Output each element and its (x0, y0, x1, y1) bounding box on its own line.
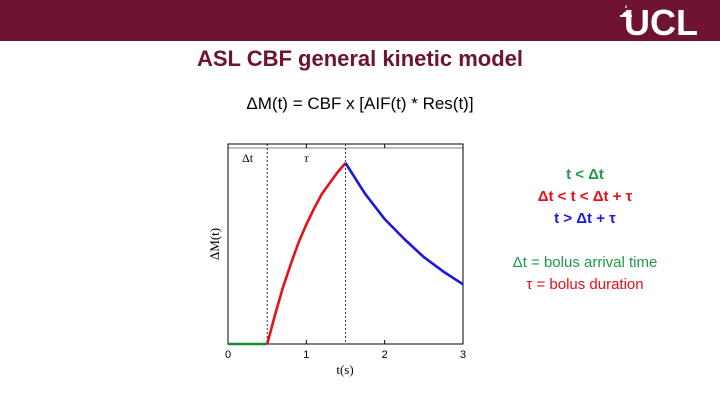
x-tick-label: 2 (382, 349, 388, 361)
legend-item: t < Δt (566, 166, 604, 183)
ucl-logo-text: UCL (624, 2, 698, 43)
portico-dome-icon (620, 5, 632, 17)
timing-markers: Δt τ (242, 144, 346, 344)
parameter-definitions: Δt = bolus arrival time τ = bolus duratio… (470, 252, 700, 296)
ucl-logo: UCL (620, 2, 698, 43)
definition-item: τ = bolus duration (526, 276, 644, 293)
x-axis-label: t(s) (336, 362, 353, 377)
series-lines (228, 162, 464, 346)
legend-item: t > Δt + τ (554, 210, 616, 227)
model-equation: ΔM(t) = CBF x [AIF(t) * Res(t)] (246, 94, 474, 113)
slide-title: ASL CBF general kinetic model (196, 46, 523, 71)
definition-item: Δt = bolus arrival time (512, 254, 658, 271)
x-tick-label: 1 (303, 349, 309, 361)
marker-label: τ (304, 151, 309, 165)
series-line-1 (265, 162, 347, 345)
marker-label: Δt (242, 151, 254, 165)
x-tick-label: 0 (225, 349, 231, 361)
x-tick-label: 3 (460, 349, 466, 361)
legend-item: Δt < t < Δt + τ (537, 188, 633, 205)
y-axis-label: ΔM(t) (207, 228, 222, 260)
header-banner (0, 0, 720, 41)
series-line-2 (344, 162, 464, 286)
phase-legend: t < Δt Δt < t < Δt + τ t > Δt + τ (470, 164, 700, 230)
